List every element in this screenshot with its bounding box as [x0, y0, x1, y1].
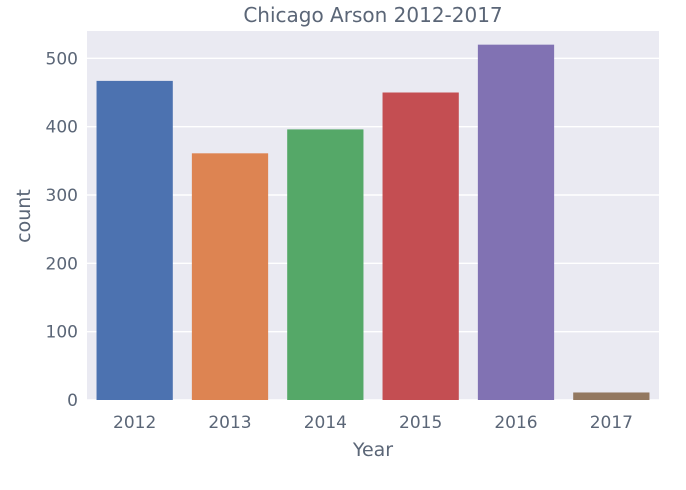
- x-axis-ticks: 2012 2013 2014 2015 2016 2017: [113, 413, 633, 433]
- bar-2015: [382, 92, 459, 400]
- y-tick-label: 200: [46, 254, 78, 274]
- y-axis-label: count: [13, 189, 35, 243]
- y-tick-label: 400: [46, 118, 78, 138]
- plot-area: [87, 31, 659, 400]
- x-tick-label: 2015: [399, 413, 442, 433]
- bar-2017: [573, 392, 650, 400]
- x-tick-label: 2012: [113, 413, 156, 433]
- bar-2016: [477, 44, 555, 401]
- y-tick-label: 100: [46, 323, 78, 343]
- chart-title: Chicago Arson 2012-2017: [243, 3, 502, 27]
- bar-2012: [96, 80, 173, 400]
- bar-2014: [287, 129, 364, 400]
- y-tick-label: 500: [46, 49, 78, 69]
- x-tick-label: 2016: [494, 413, 537, 433]
- x-tick-label: 2017: [590, 413, 633, 433]
- bar-2013: [191, 153, 269, 400]
- y-tick-label: 300: [46, 186, 78, 206]
- x-tick-label: 2014: [304, 413, 347, 433]
- x-axis-label: Year: [352, 439, 393, 461]
- bars: [96, 44, 650, 401]
- y-axis-ticks: 0 100 200 300 400 500: [46, 49, 78, 411]
- y-tick-label: 0: [67, 391, 78, 411]
- x-tick-label: 2013: [208, 413, 251, 433]
- gridlines: [87, 57, 659, 401]
